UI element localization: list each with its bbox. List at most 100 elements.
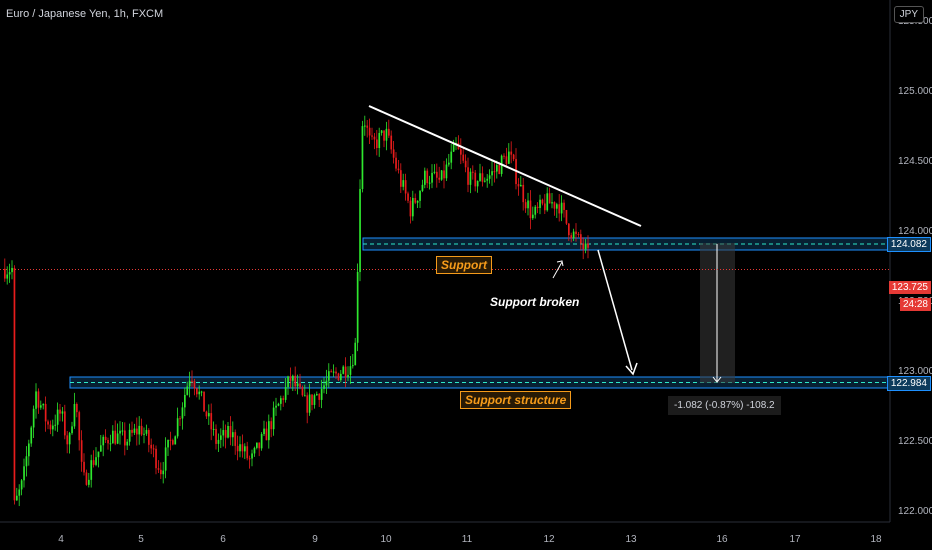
candle — [11, 260, 13, 280]
x-tick-label: 11 — [462, 534, 473, 545]
candle — [131, 421, 133, 437]
candle — [361, 120, 364, 193]
candle — [241, 434, 244, 458]
candle — [212, 421, 215, 436]
y-tick-label: 122.000 — [898, 506, 932, 517]
x-tick-label: 13 — [625, 534, 637, 545]
candle — [464, 154, 467, 173]
price-tag-resistance-zone: 124.082 — [886, 237, 931, 252]
candle — [25, 446, 28, 477]
candle — [80, 430, 83, 472]
x-tick-label: 9 — [312, 534, 318, 545]
candle — [575, 223, 577, 242]
candle — [551, 193, 553, 209]
candle — [104, 429, 107, 443]
candle — [460, 138, 462, 165]
candle — [536, 202, 539, 214]
candle — [294, 366, 297, 391]
candle — [119, 421, 121, 445]
candle — [419, 189, 421, 209]
candle — [503, 153, 505, 160]
x-tick-label: 17 — [789, 534, 801, 545]
candle — [85, 469, 88, 486]
candle — [529, 190, 532, 230]
candle — [217, 433, 220, 452]
candle — [577, 232, 580, 238]
measure-arrow-head — [712, 376, 722, 383]
candle — [188, 371, 191, 398]
price-tag-countdown: 24:28 — [899, 298, 931, 311]
candle — [282, 395, 285, 407]
y-tick-label: 125.000 — [898, 86, 932, 97]
candle — [76, 402, 78, 418]
candle — [16, 487, 18, 501]
price-tag-last: 123.725 — [888, 281, 931, 294]
candle — [13, 265, 16, 505]
candle — [532, 206, 534, 220]
candle — [150, 438, 153, 455]
measure-readout: -1.082 (-0.87%) -108.2 — [668, 396, 781, 415]
candle — [239, 436, 241, 458]
candle — [433, 164, 436, 175]
candle — [234, 429, 237, 455]
candle — [37, 388, 40, 414]
candle — [340, 369, 342, 383]
candle — [28, 439, 30, 466]
candle — [176, 407, 179, 439]
candle — [260, 432, 263, 451]
candle — [155, 445, 157, 475]
candle — [496, 160, 498, 179]
candle — [296, 374, 299, 395]
candle — [508, 143, 510, 164]
candle — [203, 391, 205, 412]
candle — [368, 118, 371, 145]
candle — [424, 167, 426, 189]
candle — [560, 195, 563, 222]
candle — [431, 164, 433, 189]
candle — [78, 410, 81, 451]
candle — [462, 148, 465, 164]
candle — [200, 390, 203, 397]
candle — [181, 402, 184, 430]
candle — [68, 431, 71, 454]
candle — [316, 391, 318, 396]
candle — [344, 357, 347, 388]
candle — [544, 194, 546, 215]
candle — [35, 383, 37, 419]
candle — [402, 173, 405, 191]
candle — [524, 198, 527, 213]
candle — [121, 421, 124, 436]
candle — [428, 175, 431, 190]
candle — [352, 354, 354, 369]
candle — [193, 378, 196, 396]
candle — [179, 415, 181, 427]
candle — [505, 147, 508, 168]
candle — [443, 160, 445, 189]
candle — [114, 420, 117, 446]
candle — [277, 402, 280, 407]
candle — [128, 423, 131, 446]
candle — [292, 374, 294, 392]
candle — [287, 375, 289, 395]
currency-button[interactable]: JPY — [893, 6, 924, 23]
candle — [572, 228, 575, 242]
candle — [162, 461, 165, 484]
candle — [445, 158, 448, 181]
candle — [198, 385, 201, 400]
candle — [356, 263, 359, 352]
support-broken-pointer — [552, 261, 563, 279]
candle — [205, 410, 208, 419]
candle — [539, 194, 541, 215]
candle — [366, 120, 369, 138]
candle — [359, 179, 361, 282]
x-tick-label: 10 — [380, 534, 392, 545]
candle — [8, 263, 11, 283]
candle — [484, 177, 486, 183]
candle — [421, 179, 424, 193]
candle — [558, 194, 561, 222]
candle — [258, 442, 261, 457]
candle — [378, 127, 381, 157]
candle — [325, 369, 328, 395]
candle — [436, 163, 438, 188]
